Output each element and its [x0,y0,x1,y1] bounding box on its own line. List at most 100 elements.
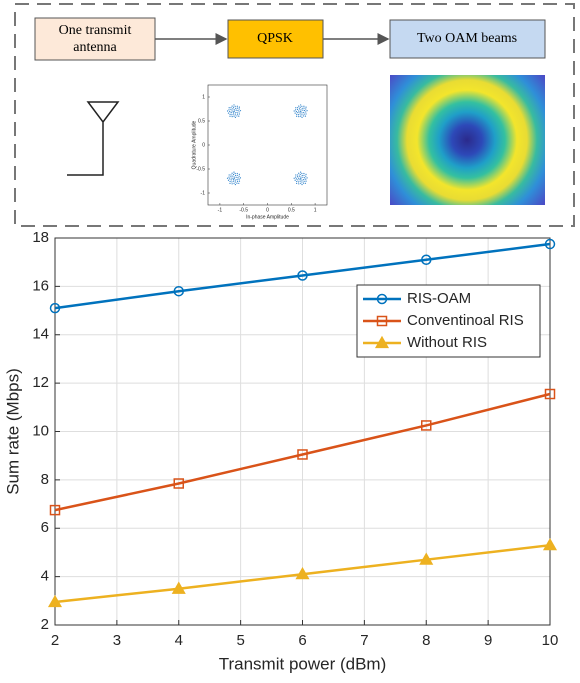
noise-dot [233,104,235,106]
noise-dot [304,115,307,117]
noise-dot [233,176,235,178]
noise-dot [234,116,236,118]
noise-dot [305,178,307,180]
noise-dot [239,177,242,179]
y-tick-label: 12 [32,374,49,391]
marker [419,552,434,565]
noise-dot [231,114,233,116]
box [227,19,324,59]
noise-dot [231,177,233,179]
noise-dot [300,109,302,111]
y-axis-label: Sum rate (Mbps) [3,368,22,495]
noise-dot [296,176,299,178]
noise-dot [231,172,233,174]
noise-dot [301,172,303,175]
marker [376,293,388,305]
noise-dot [228,107,230,109]
noise-dot [235,109,237,111]
noise-dot [230,174,232,176]
x-tick-label: 8 [422,632,430,649]
noise-dot [305,173,307,175]
noise-dot [295,111,297,113]
noise-dot [296,182,298,185]
x-tick-label: 6 [298,632,306,649]
noise-dot [236,105,238,107]
noise-dot [226,177,229,179]
noise-dot [233,110,235,112]
noise-dot [227,112,230,114]
noise-dot [236,174,238,176]
noise-dot [230,176,232,178]
noise-dot [238,180,241,182]
noise-dot [293,110,295,112]
x-axis-label: Transmit power (dBm) [219,654,387,673]
x-tick-label: 7 [360,632,368,649]
noise-dot [232,111,234,113]
noise-dot [301,181,303,183]
noise-dot [238,178,240,180]
noise-dot [304,109,306,112]
noise-dot [297,174,299,176]
noise-dot [299,173,301,176]
noise-dot [229,115,231,117]
marker [171,581,186,594]
noise-dot [301,179,303,181]
marker [297,270,308,281]
noise-dot [238,113,241,115]
noise-dot [229,178,231,180]
noise-dot [230,107,232,109]
noise-dot [301,174,303,177]
noise-dot [300,104,302,106]
noise-dot [297,181,300,183]
noise-dot [296,180,298,183]
noise-dot [306,110,308,112]
noise-dot [298,175,301,177]
box-label: One transmit antenna [59,23,132,55]
y-tick-label: 4 [41,568,49,585]
noise-dot [299,178,301,180]
y-tick-label: -0.5 [196,166,205,172]
noise-dot [227,179,230,181]
noise-dot [303,172,305,175]
noise-dot [239,110,242,112]
noise-dot [299,180,301,182]
marker [47,594,63,608]
noise-dot [238,106,240,108]
noise-dot [236,179,238,181]
noise-dot [238,111,240,113]
noise-dot [236,115,238,117]
noise-dot [229,113,231,115]
y-tick-label: 10 [32,422,49,439]
y-tick-label: 18 [32,229,49,246]
noise-dot [236,172,238,175]
series-line [54,242,551,310]
marker [173,478,184,489]
constellation-point [226,171,242,186]
noise-dot [302,176,304,178]
x-tick-label: 4 [175,632,183,649]
dashed-frame [14,3,575,227]
noise-dot [298,110,300,112]
x-tick-label: 9 [484,632,492,649]
noise-dot [234,114,236,116]
box [34,17,156,61]
noise-dot [236,113,239,115]
noise-dot [233,109,235,111]
noise-dot [233,178,235,180]
noise-dot [298,172,300,174]
box-label: QPSK [257,31,293,46]
legend-label: Conventinoal RIS [407,312,524,329]
constellation-point [293,171,308,186]
noise-dot [234,112,236,114]
oam-beam-image [390,75,545,205]
noise-dot [305,113,307,115]
noise-dot [296,113,298,115]
noise-dot [232,113,235,115]
marker [49,504,61,516]
noise-dot [234,179,236,181]
noise-dot [305,108,307,110]
noise-dot [237,109,239,112]
noise-dot [305,111,307,113]
noise-dot [234,174,237,177]
